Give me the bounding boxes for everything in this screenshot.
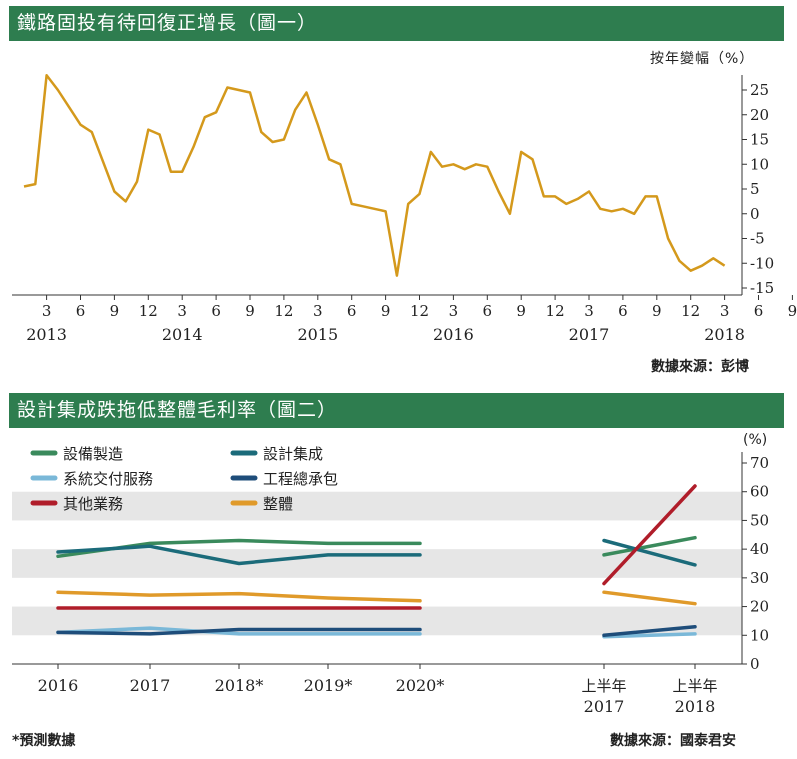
- chart2-x-label: 上半年: [672, 677, 717, 695]
- chart1-x-tick-label: 12: [681, 302, 700, 320]
- chart1-x-tick-label: 6: [618, 302, 628, 320]
- chart1-y-tick-label: 5: [750, 180, 760, 198]
- chart1-year-label: 2018: [704, 325, 745, 344]
- chart1-x-tick-label: 6: [754, 302, 764, 320]
- chart2-legend-label: 設備製造: [63, 445, 123, 463]
- chart2-y-tick-label: 20: [750, 598, 769, 616]
- chart2-series-line-left: [56, 627, 422, 636]
- chart2-ylabel: (%): [743, 432, 768, 448]
- chart2-legend-label: 設計集成: [263, 445, 323, 463]
- chart2-legend-label: 系統交付服務: [63, 470, 153, 488]
- chart2-x-label: 2020*: [396, 676, 445, 695]
- chart1-year-label: 2017: [569, 325, 610, 344]
- chart2-x-label: 2018*: [215, 676, 264, 695]
- chart2-source: 數據來源：國泰君安: [610, 733, 736, 749]
- chart2-legend-label: 工程總承包: [263, 470, 338, 488]
- chart1-title-banner: 鐵路固投有待回復正增長（圖一）: [9, 6, 784, 41]
- chart1-x-tick-label: 3: [177, 302, 187, 320]
- chart1-x-tick-label: 9: [245, 302, 255, 320]
- chart1-y-tick-label: -5: [750, 230, 765, 248]
- chart1-x-tick-label: 6: [211, 302, 221, 320]
- chart2-series-line-left: [56, 544, 422, 566]
- chart1-y-tick-label: 20: [750, 106, 769, 124]
- chart1-year-label: 2013: [26, 325, 67, 344]
- chart1-x-tick-label: 3: [584, 302, 594, 320]
- chart2-y-tick-label: 40: [750, 540, 769, 558]
- chart1-x-tick-label: 3: [720, 302, 730, 320]
- chart1-year-label: 2014: [162, 325, 203, 344]
- chart1-year-label: 2016: [433, 325, 474, 344]
- chart1-y-tick-label: 25: [750, 81, 769, 99]
- chart1-source: 數據來源：彭博: [651, 359, 749, 375]
- chart1-x-tick-label: 12: [274, 302, 293, 320]
- chart2-y-tick-label: 70: [750, 454, 769, 472]
- chart1-y-tick-label: 10: [750, 155, 769, 173]
- chart2-y-tick-label: 50: [750, 511, 769, 529]
- chart2-series-line-right: [602, 535, 697, 557]
- chart1-x-tick-label: 12: [410, 302, 429, 320]
- chart1-ylabel: 按年變幅（%）: [650, 51, 755, 67]
- chart2-legend-label: 其他業務: [63, 495, 123, 513]
- chart2-title-banner: 設計集成跌拖低整體毛利率（圖二）: [9, 393, 784, 428]
- chart2-x-label: 2016: [38, 676, 79, 695]
- chart1-x-tick-label: 6: [483, 302, 493, 320]
- chart2-legend-label: 整體: [263, 495, 293, 513]
- chart1-y-tick-label: 0: [750, 205, 760, 223]
- chart1-x-tick-label: 12: [546, 302, 565, 320]
- chart1-x-tick-label: 9: [110, 302, 120, 320]
- chart2-x-label: 2019*: [304, 676, 353, 695]
- chart2-footnote: *預測數據: [12, 733, 76, 749]
- chart2-series-line-right: [602, 590, 697, 606]
- chart2-x-label: 2017: [584, 697, 625, 716]
- chart2-series-line-right: [602, 624, 697, 638]
- chart1-x-tick-label: 9: [652, 302, 662, 320]
- chart2-x-label: 上半年: [581, 677, 626, 695]
- chart2-x-label: 2017: [130, 676, 171, 695]
- chart1-x-tick-label: 3: [449, 302, 459, 320]
- chart1-x-tick-label: 9: [788, 302, 797, 320]
- chart1-x-tick-label: 9: [381, 302, 391, 320]
- chart1-y-tick-label: -15: [750, 279, 774, 297]
- chart2-y-tick-label: 10: [750, 626, 769, 644]
- chart1-series-line: [23, 73, 726, 277]
- chart1-x-tick-label: 12: [139, 302, 158, 320]
- chart1-x-tick-label: 9: [516, 302, 526, 320]
- chart2-x-label: 2018: [675, 697, 716, 716]
- chart2-series-line-right: [602, 632, 697, 639]
- chart2-series-line-left: [56, 626, 422, 636]
- chart1-year-label: 2015: [297, 325, 338, 344]
- chart1-y-tick-label: -10: [750, 254, 774, 272]
- chart2-y-tick-label: 60: [750, 483, 769, 501]
- chart2-series-line-left: [56, 590, 422, 603]
- chart2-series-line-right: [602, 538, 697, 567]
- chart1-x-tick-label: 6: [76, 302, 86, 320]
- chart2-series-line-right: [602, 484, 697, 586]
- chart1-x-tick-label: 3: [42, 302, 52, 320]
- chart1-x-tick-label: 6: [347, 302, 357, 320]
- chart1-y-tick-label: 15: [750, 131, 769, 149]
- chart2-y-tick-label: 30: [750, 569, 769, 587]
- chart2-y-tick-label: 0: [750, 655, 760, 673]
- chart2-band: [12, 491, 742, 521]
- chart1-x-tick-label: 3: [313, 302, 323, 320]
